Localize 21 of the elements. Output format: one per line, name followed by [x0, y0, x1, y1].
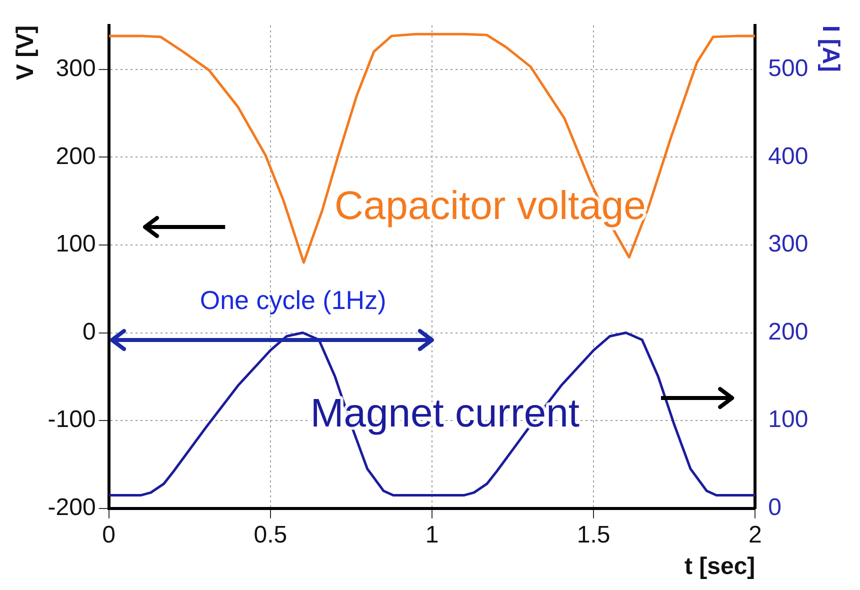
y-tick-label: -200: [48, 494, 96, 522]
y2-tick-label: 100: [768, 406, 808, 434]
x-tick-label: 1.5: [576, 521, 610, 548]
y2-tick-label: 300: [768, 230, 808, 258]
annotation: One cycle (1Hz): [200, 284, 386, 315]
x-tick-label: 2: [748, 521, 762, 548]
x-tick-label: 0.5: [254, 521, 288, 548]
y2-tick-label: 400: [768, 142, 808, 170]
y-tick-label: -100: [48, 406, 96, 434]
y2-tick-label: 0: [768, 494, 782, 522]
y-axis-title: V [V]: [12, 25, 40, 80]
y-tick-label: 300: [56, 54, 96, 82]
y-tick-label: 0: [82, 318, 96, 346]
y2-axis-title: I [A]: [816, 25, 844, 72]
y2-tick-label: 200: [768, 318, 808, 346]
x-tick-label: 1: [425, 521, 439, 548]
y-tick-label: 200: [56, 142, 96, 170]
x-tick-label: 0: [102, 521, 116, 548]
y-tick-label: 100: [56, 230, 96, 258]
y2-tick-label: 500: [768, 54, 808, 82]
x-axis-title: t [sec]: [684, 553, 756, 580]
